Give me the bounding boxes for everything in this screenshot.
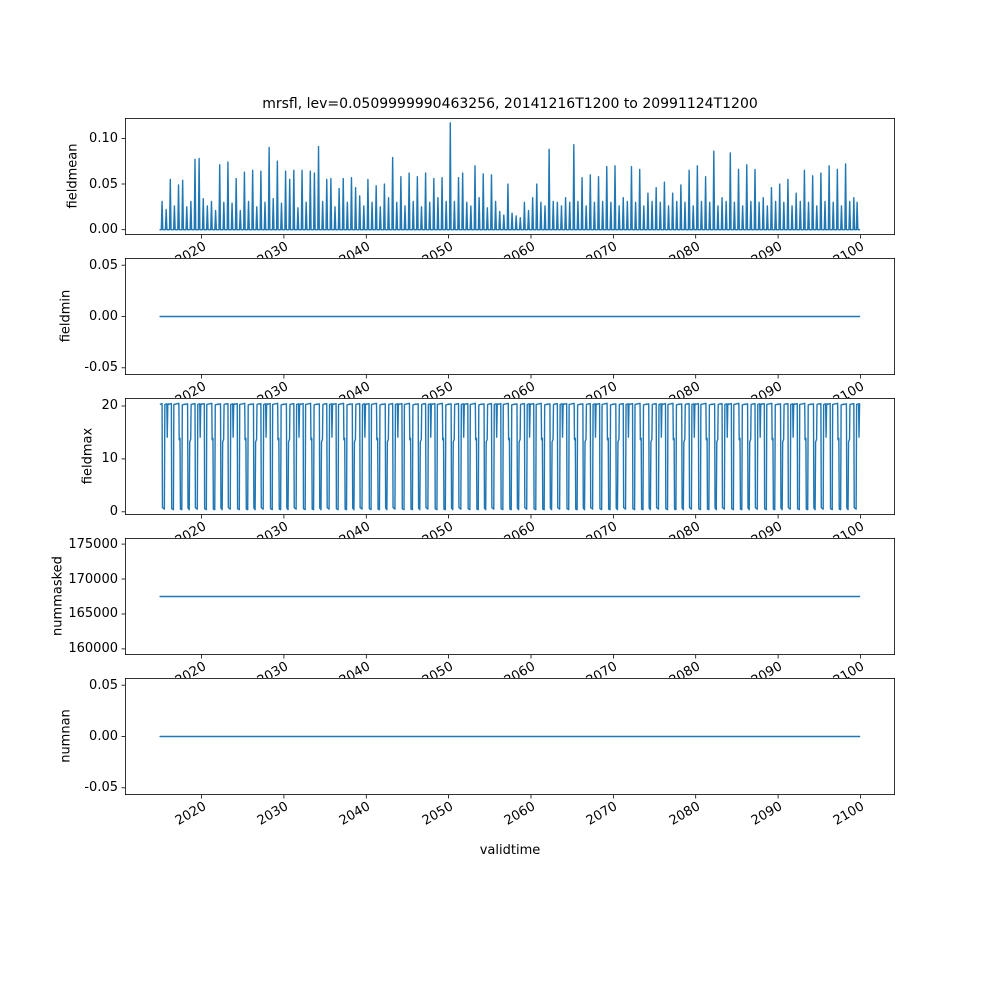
y-axis-label-nummasked: nummasked [50, 556, 66, 636]
y-tick-label: -0.05 [84, 360, 118, 376]
y-axis-label-fieldmax: fieldmax [80, 427, 96, 485]
y-tick-label: 170000 [68, 571, 118, 587]
y-axis-label-fieldmean: fieldmean [65, 143, 81, 209]
plot-area-fieldmin [121, 258, 896, 379]
figure-title: mrsfl, lev=0.0509999990463256, 20141216T… [262, 96, 758, 112]
y-tick-label: 0.00 [89, 729, 118, 744]
y-tick-label: 0 [109, 504, 118, 520]
y-tick-label: 175000 [68, 536, 118, 552]
y-tick-label: 160000 [68, 641, 118, 657]
subplot-numnan: -0.05 0.00 0.05 numnan 2020 2030 2040 2050 2060 2… [58, 678, 896, 829]
y-tick-label: -0.05 [84, 780, 118, 796]
y-tick-label: 0.05 [89, 176, 118, 192]
subplot-nummasked: 160000 165000 170000 175000 nummasked 2020 203… [51, 537, 896, 689]
y-tick-label: 20 [101, 398, 118, 414]
y-tick-label: 0.05 [89, 257, 118, 273]
y-tick-label: 0.00 [89, 309, 118, 324]
plot-area-nummasked [121, 538, 896, 659]
subplot-fieldmean: 0.00 0.05 0.10 fieldmean 2020 2030 2040 2050 206… [66, 118, 896, 269]
series-line-fieldmean [159, 122, 861, 231]
y-tick-label: 165000 [68, 606, 118, 622]
y-tick-label: 10 [101, 451, 118, 467]
y-axis-label-numnan: numnan [58, 709, 73, 763]
y-tick-label: 0.05 [89, 677, 118, 693]
subplot-fieldmax: 0 10 20 fieldmax 2020 2030 2040 2050 2060 2070 208… [81, 398, 896, 549]
plot-area-fieldmax [121, 398, 896, 519]
subplot-fieldmin: -0.05 0.00 0.05 fieldmin 2020 2030 2040 2050 206… [58, 258, 896, 409]
y-tick-label: 0.10 [89, 130, 118, 146]
y-axis-label-fieldmin: fieldmin [58, 289, 73, 343]
plot-area-numnan [121, 678, 896, 799]
x-axis-label: validtime [479, 843, 541, 858]
y-tick-label: 0.00 [89, 222, 118, 238]
plot-area-fieldmean [121, 118, 896, 239]
series-line-fieldmax [159, 402, 861, 511]
